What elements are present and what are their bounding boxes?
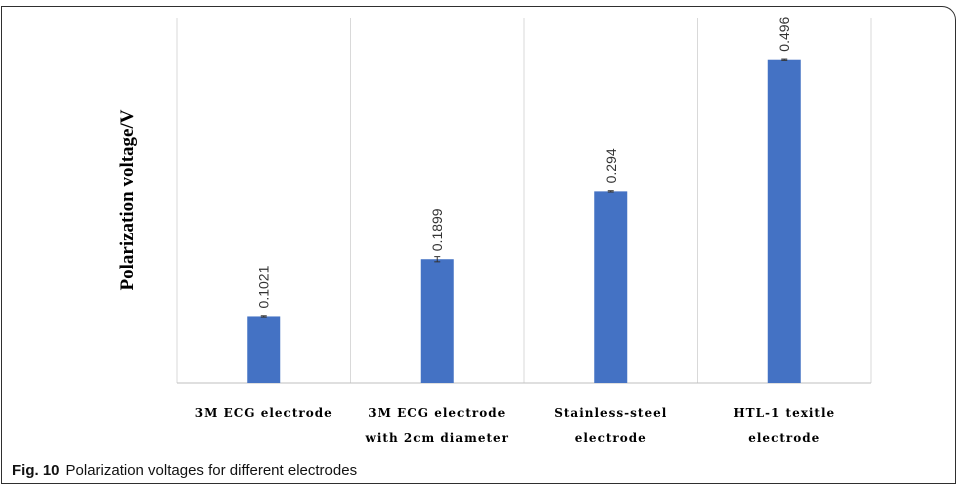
data-label: 0.496 bbox=[776, 16, 792, 51]
bar bbox=[767, 59, 801, 383]
bar bbox=[420, 259, 454, 383]
category-label: Stainless-steel electrode bbox=[554, 406, 667, 445]
figure-caption: Fig. 10 Polarization voltages for differe… bbox=[12, 462, 357, 479]
figure-number: Fig. 10 bbox=[12, 462, 60, 479]
chart-bars bbox=[247, 58, 801, 383]
category-label: 3M ECG electrode with 2cm diameter bbox=[365, 406, 509, 445]
error-bar bbox=[781, 58, 788, 61]
bar-chart: Polarization voltage/V 0.1021 0.1899 0.294… bbox=[117, 16, 872, 445]
error-bar bbox=[434, 256, 441, 263]
bar bbox=[594, 191, 628, 383]
y-axis-label: Polarization voltage/V bbox=[117, 109, 138, 290]
bar bbox=[247, 316, 281, 383]
category-label: HTL-1 texitle electrode bbox=[733, 406, 835, 445]
error-bar bbox=[260, 315, 267, 318]
data-label: 0.1899 bbox=[429, 208, 445, 251]
figure-caption-text: Polarization voltages for different elec… bbox=[65, 462, 358, 479]
data-label: 0.294 bbox=[603, 148, 619, 183]
chart-gridlines bbox=[176, 18, 872, 384]
error-bar bbox=[607, 190, 614, 193]
category-label: 3M ECG electrode bbox=[195, 406, 333, 420]
data-label: 0.1021 bbox=[256, 265, 272, 308]
chart-category-labels: 3M ECG electrode 3M ECG electrode with 2cm… bbox=[195, 406, 835, 445]
chart-data-labels: 0.1021 0.1899 0.294 0.496 bbox=[256, 16, 793, 308]
